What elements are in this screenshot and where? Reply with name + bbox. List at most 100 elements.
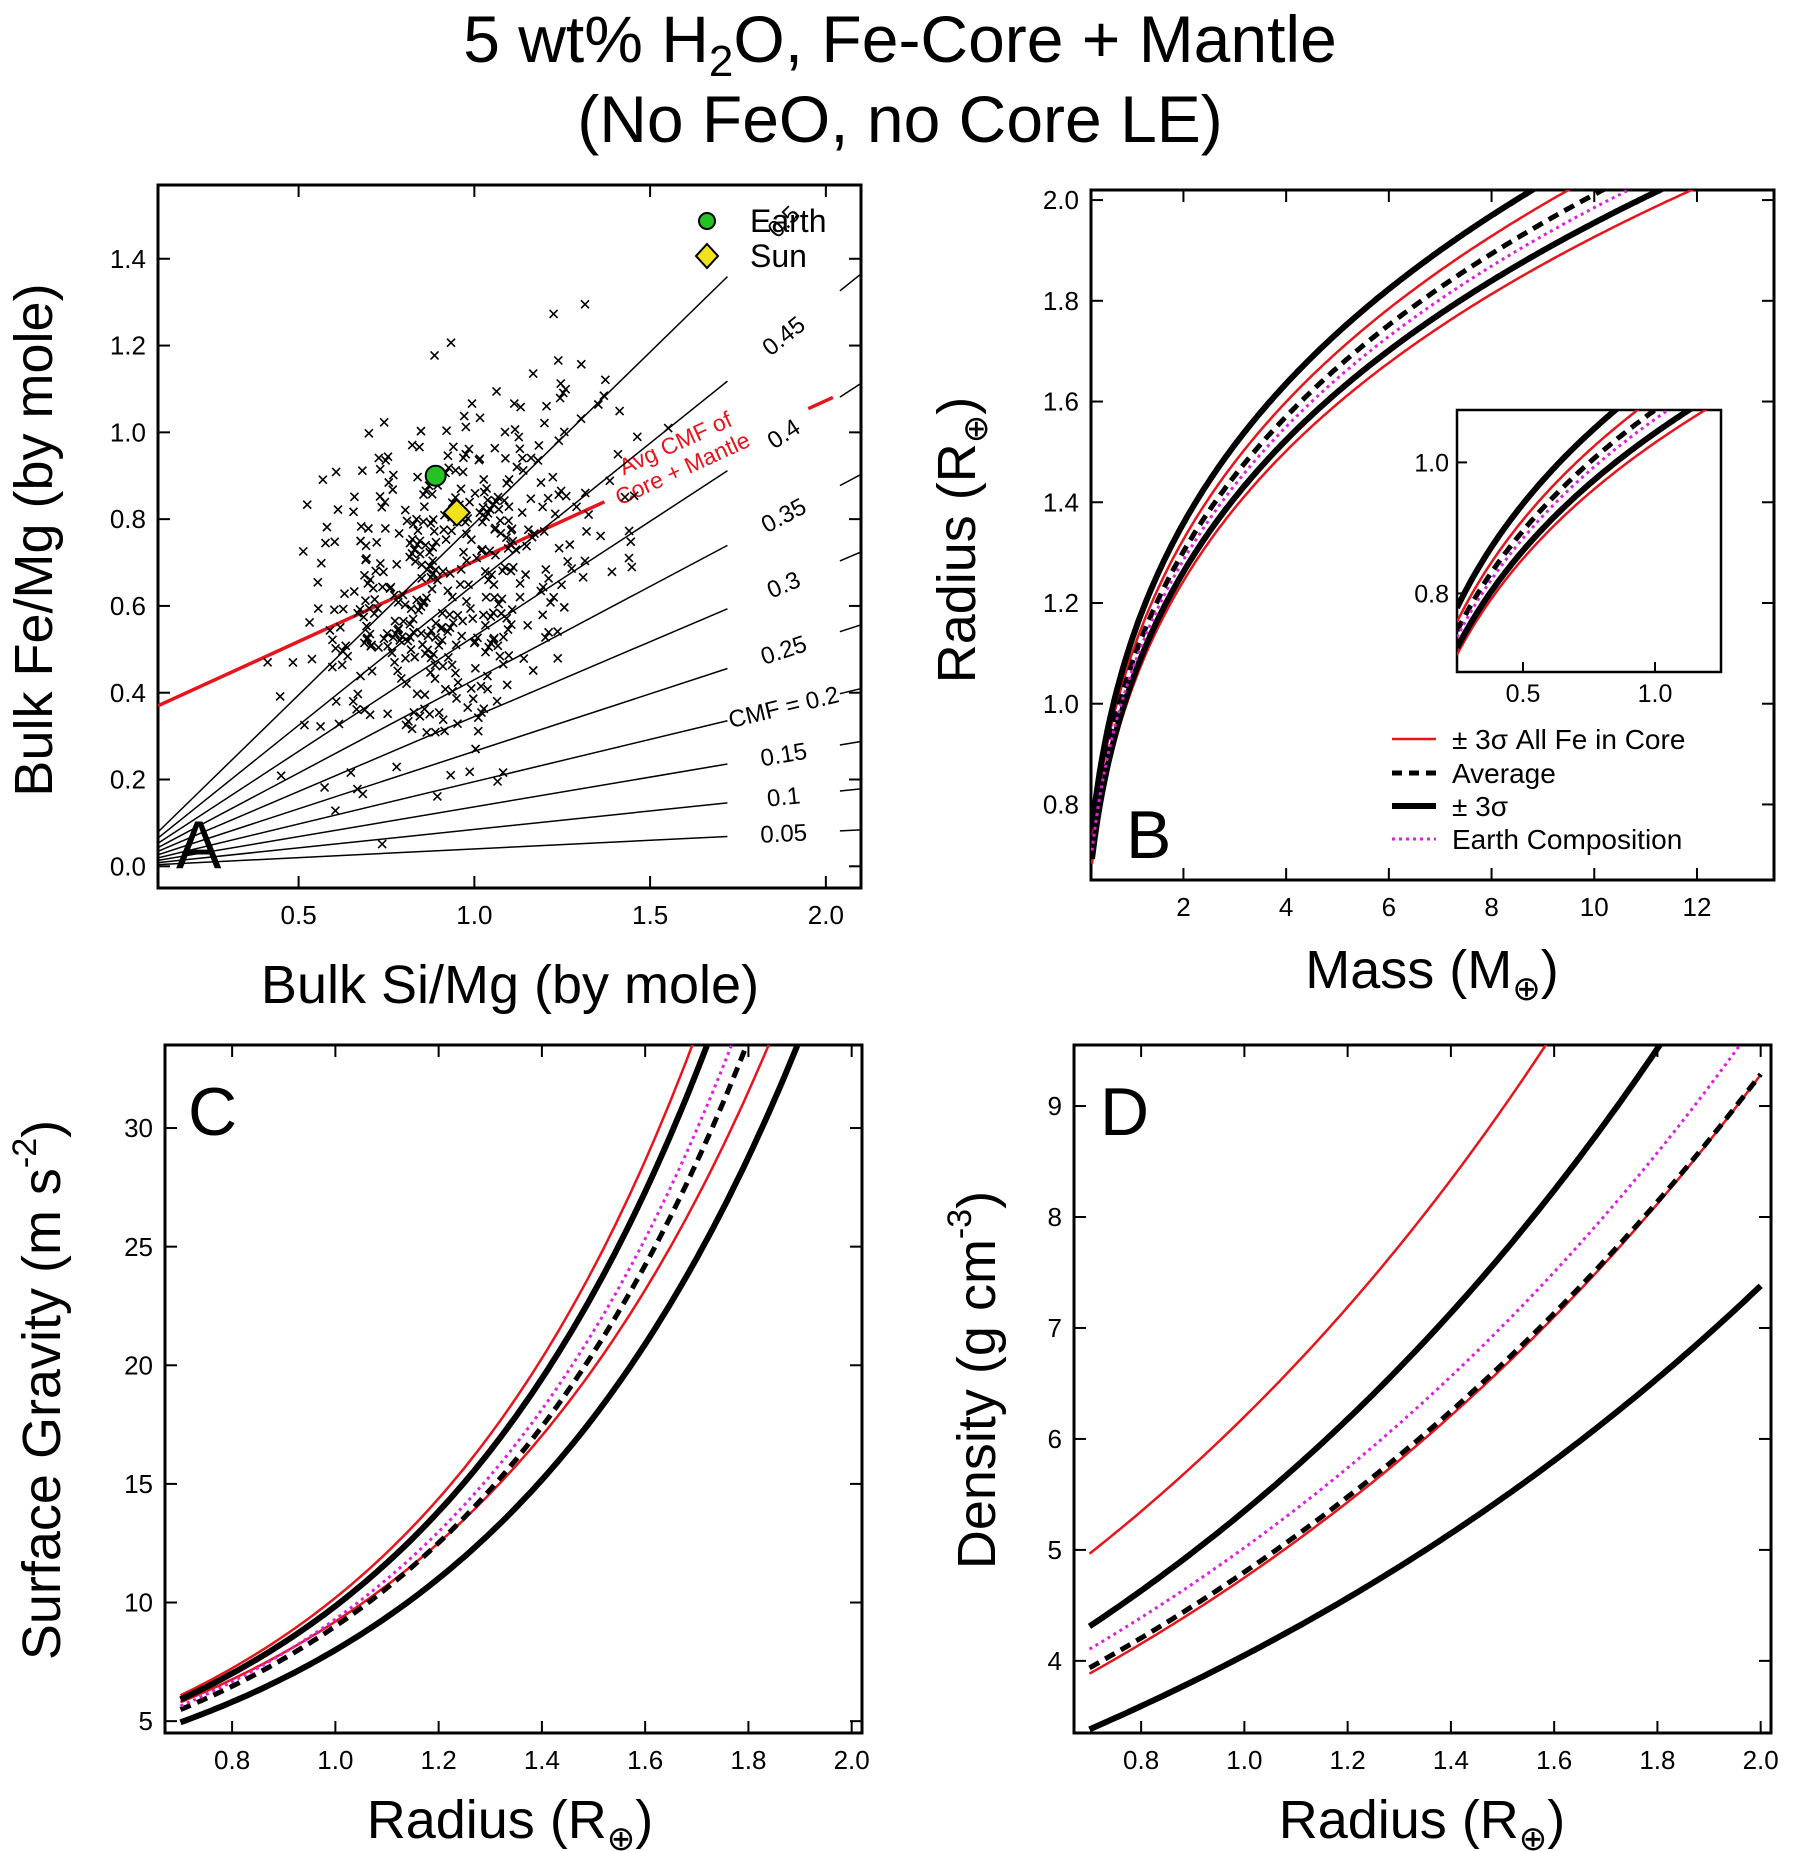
star-point [380,497,390,507]
panel-b-frame [1089,188,1776,882]
star-point [565,540,575,550]
panel-a-ytick-label-5: 1.0 [110,417,146,447]
panel-c-xtick-label-6: 2.0 [834,1745,870,1775]
star-point [383,709,393,719]
star-point [339,589,350,599]
star-point [420,649,430,659]
panel-d-ylabel-sup: -3 [941,1209,979,1239]
star-point [450,668,461,678]
star-point [502,478,512,488]
star-point [480,647,491,657]
star-point [519,653,529,664]
panel-b-inset-series-3 [1457,410,1695,650]
star-point [361,553,372,564]
star-point [408,519,418,529]
star-point [407,440,417,450]
star-point [470,636,480,647]
star-point [438,566,448,576]
star-point [417,573,427,584]
star-point [504,650,514,660]
panel-b-ylabel-sub: ⊕ [957,415,995,444]
star-point [430,632,441,642]
panel-b-inset-series-0 [1457,410,1708,656]
panel-c-ytick-label-3: 20 [124,1350,153,1380]
star-point [538,502,548,512]
star-point [561,491,571,501]
star-point [448,618,458,628]
star-point [580,488,590,498]
star-point [364,428,374,438]
star-point [341,641,351,651]
star-point [325,625,335,635]
star-point [465,604,476,614]
star-point [543,493,553,503]
star-point [549,309,559,319]
star-point [528,665,538,676]
star-point [276,771,286,781]
panel-b-xlabel: Mass (M⊕) [1305,940,1558,1008]
star-point [620,492,630,502]
star-point [479,487,489,497]
panel-b-xtick-label-2: 6 [1382,892,1396,922]
star-point [584,509,594,520]
cmf-line-tail-0.2 [839,687,861,695]
avg-cmf-line-end [807,395,834,411]
earth-point [424,464,447,487]
star-point [402,516,412,526]
panel-d-ytick-label-3: 7 [1048,1313,1062,1343]
star-point [438,661,448,671]
panel-d-series-4 [1088,1072,1763,1670]
panel-c-xlabel-main: Radius (R [367,1790,607,1850]
title-part-a: 5 wt% H [463,2,709,76]
star-point [304,617,315,628]
star-point [451,640,461,650]
star-point [534,440,544,450]
star-point [389,657,400,667]
figure-title-line2: (No FeO, no Core LE) [577,82,1223,156]
star-point [470,663,480,673]
cmf-line-tail-0.15 [839,740,861,746]
panel-b-xtick-label-4: 10 [1580,892,1609,922]
star-point [461,596,472,607]
star-point [379,417,389,427]
panel-d-xtick-label-5: 1.8 [1639,1745,1675,1775]
star-point [549,592,559,602]
star-point [263,657,273,667]
panel-b-ytick-label-4: 1.6 [1043,387,1079,417]
star-point [509,399,519,409]
star-point [349,492,360,502]
panel-a-xtick-label-3: 2.0 [808,900,844,930]
star-point [523,620,533,630]
cmf-line-0.35 [158,544,728,849]
star-point [361,621,372,631]
panel-b-plot: 2 4 6 8 10 12 0.8 1.0 1.2 1.4 1.6 1.8 2.0 0.5 1.0 0.8 1.… [1043,185,1774,922]
star-point [613,449,623,459]
star-point [516,402,526,412]
star-point [338,604,348,614]
star-point [386,582,396,592]
panel-d-xtick-label-6: 2.0 [1743,1745,1779,1775]
star-point [401,720,411,730]
star-point [426,626,436,636]
star-point [506,619,516,630]
panel-d-ytick-label-1: 5 [1048,1535,1062,1565]
star-point [555,393,565,403]
panel-c-ytick-label-5: 30 [124,1113,153,1143]
star-point [387,648,397,658]
star-point [437,622,447,632]
panel-a-ytick-label-1: 0.2 [110,765,146,795]
panel-d-ylabel-main: Density (g cm [947,1239,1007,1569]
star-point [430,660,440,670]
star-point [413,472,423,482]
star-point [500,453,510,463]
star-point [349,586,359,597]
star-point [458,547,469,557]
star-point [515,592,525,602]
star-point [517,508,527,518]
star-point [439,525,449,535]
star-point [506,566,516,576]
star-point [510,424,520,434]
star-point [359,638,369,648]
panel-c-xlabel-end: ) [635,1790,653,1850]
legend-b-red-label: ± 3σ All Fe in Core [1452,724,1685,755]
